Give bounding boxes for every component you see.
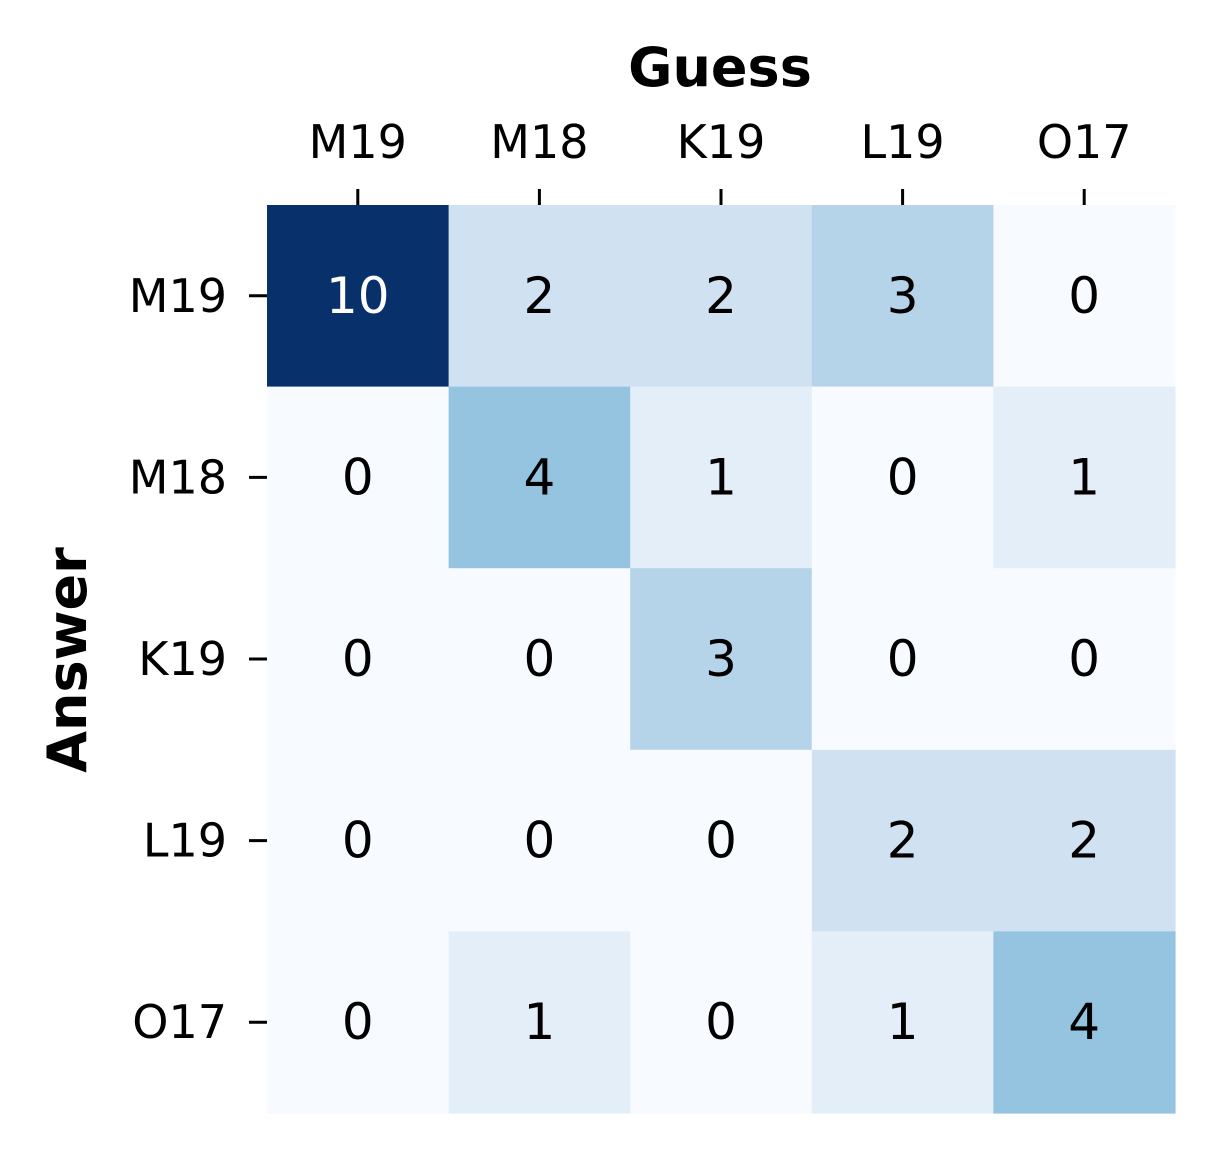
cell-value-label: 1 xyxy=(705,448,737,506)
heatmap-cell xyxy=(267,386,450,569)
heatmap-cell xyxy=(811,931,994,1114)
cell-value-label: 2 xyxy=(523,267,555,325)
heatmap-cell xyxy=(993,568,1176,751)
y-axis: M19 M18 K19 L19 O17 xyxy=(129,269,267,1049)
heatmap-cell xyxy=(267,568,450,751)
cell-value-label: 0 xyxy=(887,448,919,506)
x-axis-title: Guess xyxy=(628,36,812,99)
heatmap-cell xyxy=(993,931,1176,1114)
x-tick-label: M18 xyxy=(490,115,588,169)
heatmap-cell xyxy=(811,386,994,569)
y-tick-label: M19 xyxy=(129,269,227,323)
heatmap-cell xyxy=(993,386,1176,569)
cell-value-label: 0 xyxy=(887,630,919,688)
heatmap-cell xyxy=(448,749,631,932)
heatmap-cell xyxy=(630,205,813,388)
cell-value-label: 0 xyxy=(1068,267,1100,325)
heatmap-cell xyxy=(811,205,994,388)
cell-value-label: 3 xyxy=(887,267,919,325)
heatmap-cell xyxy=(811,568,994,751)
cell-value-label: 4 xyxy=(523,448,555,506)
cell-value-label: 0 xyxy=(342,993,374,1051)
heatmap-cell xyxy=(630,568,813,751)
cell-value-label: 4 xyxy=(1068,993,1100,1051)
heatmap-cell xyxy=(448,386,631,569)
cell-value-label: 2 xyxy=(705,267,737,325)
cell-value-label: 1 xyxy=(523,993,555,1051)
y-tick-label: O17 xyxy=(132,995,227,1049)
cell-value-label: 0 xyxy=(342,812,374,870)
y-axis-title: Answer xyxy=(36,547,99,773)
cell-value-label: 1 xyxy=(1068,448,1100,506)
heatmap-cell xyxy=(267,931,450,1114)
cell-value-label: 0 xyxy=(342,630,374,688)
cell-value-label: 2 xyxy=(1068,812,1100,870)
x-tick-label: K19 xyxy=(677,115,766,169)
cell-value-label: 0 xyxy=(342,448,374,506)
cell-value-label: 10 xyxy=(326,267,390,325)
y-tick-label: L19 xyxy=(143,814,227,868)
y-tick-label: M18 xyxy=(129,450,227,504)
x-tick-label: M19 xyxy=(309,115,407,169)
cell-value-label: 0 xyxy=(705,993,737,1051)
cell-value-label: 2 xyxy=(887,812,919,870)
x-tick-label: O17 xyxy=(1037,115,1132,169)
heatmap-cell xyxy=(630,749,813,932)
heatmap-cell xyxy=(630,386,813,569)
cell-value-label: 0 xyxy=(523,812,555,870)
cell-value-label: 0 xyxy=(1068,630,1100,688)
cell-value-label: 3 xyxy=(705,630,737,688)
x-tick-label: L19 xyxy=(861,115,945,169)
cell-value-label: 0 xyxy=(523,630,555,688)
heatmap-cell xyxy=(448,931,631,1114)
heatmap-cell xyxy=(448,205,631,388)
heatmap-cell xyxy=(267,205,450,388)
cell-value-label: 1 xyxy=(887,993,919,1051)
cell-value-label: 0 xyxy=(705,812,737,870)
heatmap-cell xyxy=(993,205,1176,388)
heatmap-cells xyxy=(267,205,1176,1114)
y-tick-label: K19 xyxy=(138,632,227,686)
heatmap-cell-labels: 10 2 2 3 00 4 1 0 10 0 3 0 00 0 0 2 20 1 0 1 4 xyxy=(326,267,1100,1051)
heatmap-cell xyxy=(448,568,631,751)
heatmap-cell xyxy=(630,931,813,1114)
x-axis: M19 M18 K19 L19 O17 xyxy=(309,115,1132,205)
heatmap-cell xyxy=(993,749,1176,932)
heatmap-cell xyxy=(267,749,450,932)
heatmap-cell xyxy=(811,749,994,932)
